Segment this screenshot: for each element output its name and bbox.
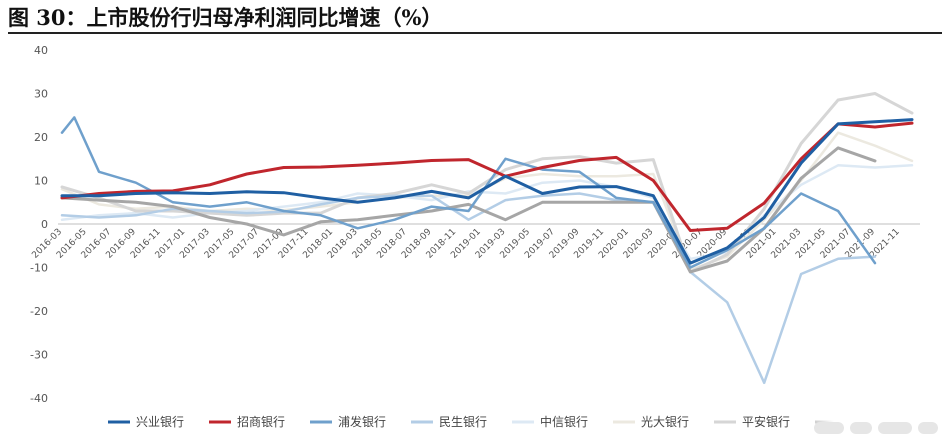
legend-label: 兴业银行 bbox=[136, 415, 184, 429]
y-tick-label: 20 bbox=[34, 131, 48, 144]
watermark bbox=[806, 410, 946, 448]
y-tick-label: 0 bbox=[41, 218, 48, 231]
legend-label: 浦发银行 bbox=[338, 414, 386, 429]
legend-label: 民生银行 bbox=[439, 415, 487, 429]
y-tick-label: 30 bbox=[34, 88, 48, 101]
x-axis: 2016-032016-052016-072016-092016-112017-… bbox=[30, 223, 920, 261]
series-line-3 bbox=[60, 116, 877, 269]
series-line-1 bbox=[60, 118, 914, 265]
y-tick-label: 10 bbox=[34, 175, 48, 188]
series-layer bbox=[60, 92, 914, 385]
y-tick-label: -30 bbox=[30, 349, 48, 362]
title-rule bbox=[8, 32, 942, 34]
series-line-4 bbox=[60, 192, 877, 385]
legend-label: 平安银行 bbox=[742, 414, 790, 429]
legend-label: 光大银行 bbox=[641, 415, 689, 429]
y-tick-label: -20 bbox=[30, 305, 48, 318]
y-axis: 40 30 20 10 0 -10 -20 -30 -40 bbox=[30, 44, 48, 405]
y-tick-label: -10 bbox=[30, 262, 48, 275]
figure-title: 图 30：上市股份行归母净利润同比增速（%） bbox=[8, 5, 443, 30]
y-tick-label: -40 bbox=[30, 392, 48, 405]
legend-label: 中信银行 bbox=[540, 414, 588, 429]
legend-label: 招商银行 bbox=[237, 414, 285, 429]
series-line-8 bbox=[60, 146, 877, 274]
series-line-2 bbox=[60, 121, 914, 232]
y-tick-label: 40 bbox=[34, 44, 48, 57]
legend: 兴业银行招商银行浦发银行民生银行中信银行光大银行平安银行华 bbox=[108, 414, 855, 429]
